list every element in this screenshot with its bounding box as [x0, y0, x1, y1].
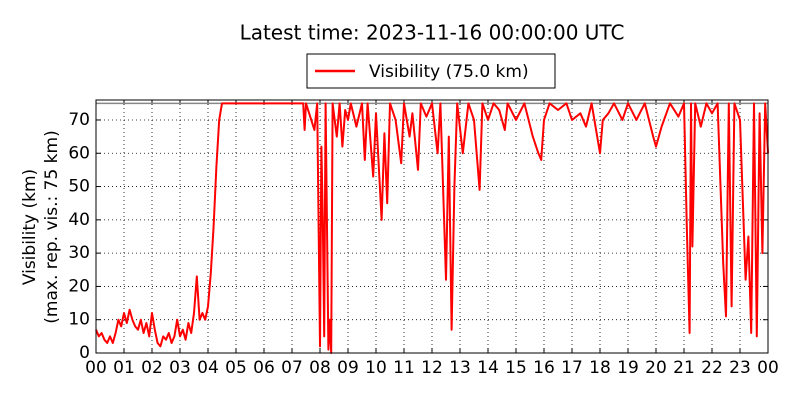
y-tick-label: 10 [68, 310, 90, 330]
x-tick-label: 06 [253, 358, 275, 378]
y-tick-label: 30 [68, 243, 90, 263]
x-tick-label: 08 [309, 358, 331, 378]
x-tick-label: 00 [757, 358, 779, 378]
y-tick-label: 50 [68, 177, 90, 197]
x-tick-label: 22 [701, 358, 723, 378]
x-tick-label: 10 [365, 358, 387, 378]
y-axis-label: (max. rep. vis.: 75 km) [42, 130, 62, 323]
x-tick-label: 15 [505, 358, 527, 378]
x-tick-label: 16 [533, 358, 555, 378]
y-tick-label: 70 [68, 110, 90, 130]
x-tick-label: 00 [85, 358, 107, 378]
y-tick-label: 60 [68, 143, 90, 163]
x-tick-label: 09 [337, 358, 359, 378]
x-tick-label: 07 [281, 358, 303, 378]
plot-frame [95, 99, 769, 354]
data-line [95, 102, 769, 354]
x-tick-label: 04 [197, 358, 219, 378]
x-tick-label: 18 [589, 358, 611, 378]
x-tick-label: 01 [113, 358, 135, 378]
x-tick-label: 11 [393, 358, 415, 378]
y-tick-label: 20 [68, 276, 90, 296]
x-tick-label: 05 [225, 358, 247, 378]
x-tick-label: 23 [729, 358, 751, 378]
legend-label: Visibility (75.0 km) [369, 62, 529, 82]
x-tick-label: 03 [169, 358, 191, 378]
x-tick-label: 12 [421, 358, 443, 378]
x-tick-label: 20 [645, 358, 667, 378]
x-tick-label: 13 [449, 358, 471, 378]
y-axis-label: Visibility (km) [20, 169, 40, 285]
chart-title: Latest time: 2023-11-16 00:00:00 UTC [240, 21, 625, 45]
x-tick-label: 02 [141, 358, 163, 378]
x-tick-label: 19 [617, 358, 639, 378]
y-tick-label: 40 [68, 210, 90, 230]
x-tick-label: 14 [477, 358, 499, 378]
y-tick-label: 0 [79, 343, 90, 363]
x-tick-label: 17 [561, 358, 583, 378]
x-tick-label: 21 [673, 358, 695, 378]
